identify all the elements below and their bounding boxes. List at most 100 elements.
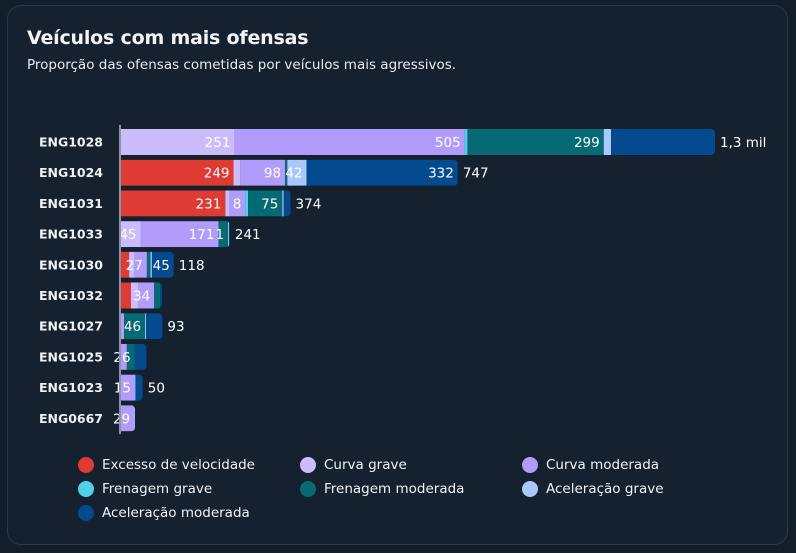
bar-segment-frenagem-moderada[interactable] — [124, 313, 146, 340]
legend-dot-icon — [78, 481, 94, 497]
y-tick-label: ENG1030 — [39, 257, 103, 272]
bar-segment-frenagem-moderada[interactable] — [218, 221, 229, 248]
bar-row-eng1030 — [120, 251, 174, 278]
legend-label: Frenagem moderada — [324, 481, 465, 497]
bar-segment-frenagem-moderada[interactable] — [146, 251, 151, 278]
segment-data-label: 27 — [126, 258, 143, 274]
y-tick-label: ENG1031 — [39, 196, 103, 211]
bar-segment-frenagem-moderada[interactable] — [126, 343, 135, 370]
segment-data-label: 15 — [114, 381, 131, 397]
bar-segment-curva-grave[interactable] — [225, 190, 230, 217]
segment-data-label: 98 — [264, 166, 281, 182]
bar-segment-aceleracao-moderada[interactable] — [160, 282, 162, 309]
total-data-label: 241 — [235, 227, 261, 243]
bar-segment-curva-grave[interactable] — [233, 159, 241, 186]
bar-segment-aceleracao-grave[interactable] — [282, 190, 284, 217]
bar-segment-frenagem-moderada[interactable] — [285, 159, 288, 186]
bar-segment-curva-moderada[interactable] — [140, 221, 219, 248]
bar-segment-aceleracao-moderada[interactable] — [151, 251, 174, 278]
bar-segment-aceleracao-grave[interactable] — [228, 221, 229, 248]
bar-segment-curva-grave[interactable] — [120, 129, 235, 155]
segment-data-label: 231 — [196, 196, 222, 212]
legend-label: Curva moderada — [546, 457, 660, 473]
bar-segment-aceleracao-moderada[interactable] — [135, 374, 143, 401]
y-axis-labels: ENG1028 ENG1024 ENG1031 ENG1033 ENG1030 ENG10… — [39, 135, 103, 426]
bar-segment-frenagem-moderada[interactable] — [467, 129, 604, 155]
legend-dot-icon — [522, 457, 538, 473]
legend-label: Frenagem grave — [102, 481, 213, 497]
total-data-label: 1,3 mil — [720, 135, 766, 151]
segment-data-label: 34 — [133, 289, 150, 305]
bar-segment-curva-moderada[interactable] — [138, 282, 155, 309]
legend-item-frenagem-grave[interactable]: Frenagem grave — [78, 481, 212, 497]
legend-item-curva-moderada[interactable]: Curva moderada — [522, 457, 659, 473]
bar-segment-aceleracao-moderada[interactable] — [228, 221, 230, 248]
bar-segment-aceleracao-moderada[interactable] — [306, 159, 458, 186]
bar-segment-curva-grave[interactable] — [120, 221, 141, 248]
bar-segment-aceleracao-moderada[interactable] — [134, 343, 147, 370]
legend-item-frenagem-moderada[interactable]: Frenagem moderada — [300, 481, 464, 497]
segment-data-label: 46 — [124, 319, 141, 335]
bar-segment-curva-moderada[interactable] — [120, 374, 136, 401]
segment-data-label: 505 — [435, 135, 461, 151]
bar-segment-excesso-de-velocidade[interactable] — [120, 159, 234, 186]
bar-segment-excesso-de-velocidade[interactable] — [120, 282, 131, 309]
bar-segment-curva-moderada[interactable] — [134, 251, 147, 278]
bar-segment-curva-moderada[interactable] — [120, 405, 135, 432]
total-data-label: 747 — [463, 166, 489, 182]
legend-label: Excesso de velocidade — [102, 457, 255, 473]
bar-segment-aceleracao-moderada[interactable] — [145, 313, 163, 340]
segment-data-label: 171 — [189, 227, 215, 243]
bar-row-eng1033 — [120, 221, 230, 248]
legend-item-curva-grave[interactable]: Curva grave — [300, 457, 407, 473]
segment-data-label: 45 — [119, 227, 136, 243]
segment-data-label: 251 — [205, 135, 231, 151]
chart-title: Veículos com mais ofensas — [27, 27, 309, 49]
segment-data-label: 42 — [285, 166, 302, 182]
segment-data-label: 45 — [153, 258, 170, 274]
legend-label: Curva grave — [324, 457, 407, 473]
bar-row-eng1028 — [120, 129, 715, 155]
bar-row-eng1031 — [120, 190, 291, 217]
bar-segment-excesso-de-velocidade[interactable] — [120, 190, 226, 217]
bar-segment-aceleracao-grave[interactable] — [603, 129, 612, 155]
legend-label: Aceleração moderada — [102, 505, 250, 521]
total-data-label: 118 — [179, 258, 205, 274]
segment-data-label: 299 — [574, 135, 600, 151]
bar-row-eng1032 — [120, 282, 162, 309]
bar-segment-frenagem-moderada[interactable] — [248, 190, 283, 217]
bar-segment-frenagem-moderada[interactable] — [154, 282, 161, 309]
bar-segment-curva-moderada[interactable] — [120, 343, 127, 370]
bar-row-eng1024 — [120, 159, 458, 186]
bar-segment-aceleracao-grave[interactable] — [134, 405, 136, 432]
bar-segment-aceleracao-grave[interactable] — [287, 159, 307, 186]
bar-segment-aceleracao-grave[interactable] — [145, 313, 146, 340]
legend-dot-icon — [300, 457, 316, 473]
bar-segment-aceleracao-moderada[interactable] — [283, 190, 291, 217]
legend-dot-icon — [78, 457, 94, 473]
bar-segment-curva-grave[interactable] — [130, 282, 139, 309]
bar-segment-excesso-de-velocidade[interactable] — [120, 251, 130, 278]
legend-item-excesso-de-velocidade[interactable]: Excesso de velocidade — [78, 457, 255, 473]
y-tick-label: ENG1027 — [39, 319, 103, 334]
y-tick-label: ENG1032 — [39, 288, 103, 303]
bar-segment-curva-moderada[interactable] — [240, 159, 286, 186]
bar-segment-frenagem-grave[interactable] — [245, 190, 249, 217]
legend-item-aceleracao-moderada[interactable]: Aceleração moderada — [78, 505, 250, 521]
segment-data-label: 26 — [113, 350, 130, 366]
bar-segment-aceleracao-grave[interactable] — [150, 251, 152, 278]
bar-segment-curva-grave[interactable] — [129, 251, 135, 278]
bar-segment-curva-moderada[interactable] — [234, 129, 465, 155]
bar-segment-aceleracao-moderada[interactable] — [611, 129, 715, 155]
y-tick-label: ENG1025 — [39, 349, 103, 364]
segment-data-label: 249 — [204, 166, 230, 182]
bar-segment-frenagem-grave[interactable] — [464, 129, 468, 155]
legend-label: Aceleração grave — [546, 481, 664, 497]
bar-segment-curva-moderada[interactable] — [120, 313, 125, 340]
y-tick-label: ENG0667 — [39, 411, 103, 426]
y-tick-label: ENG1033 — [39, 227, 103, 242]
legend-item-aceleracao-grave[interactable]: Aceleração grave — [522, 481, 664, 497]
total-data-label: 374 — [296, 196, 322, 212]
bar-segment-curva-moderada[interactable] — [229, 190, 246, 217]
